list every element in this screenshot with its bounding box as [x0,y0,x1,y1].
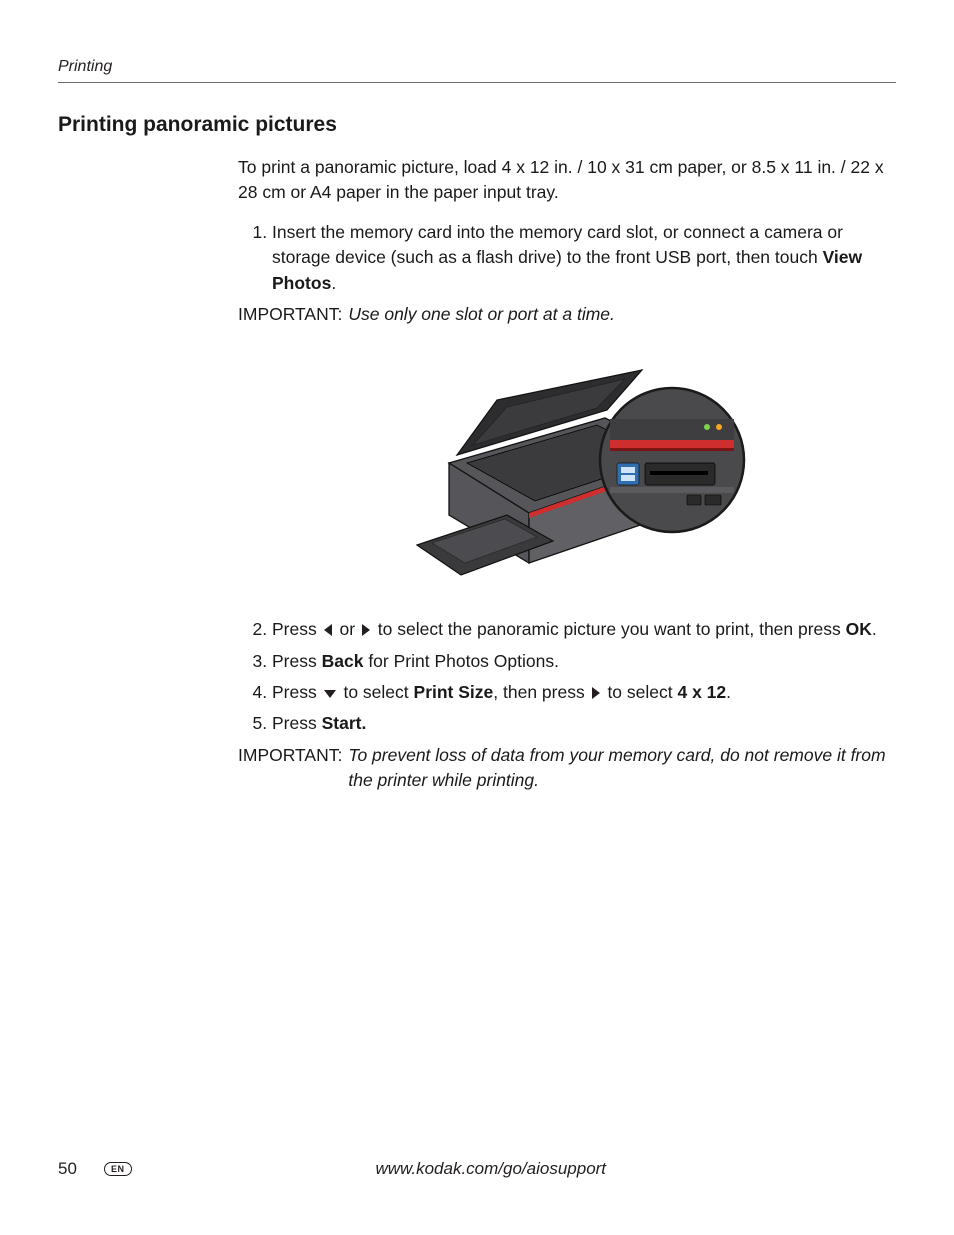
bold-run: OK [846,619,872,639]
step-2: Press or to select the panoramic picture… [272,617,896,642]
step-list-2: Press or to select the panoramic picture… [238,617,896,737]
text-run: to select [603,682,678,702]
inset-callout [600,388,744,532]
right-arrow-icon [592,687,601,699]
right-arrow-icon [362,624,371,636]
step-2-text: Press or to select the panoramic picture… [272,619,877,639]
step-3: Press Back for Print Photos Options. [272,649,896,674]
text-run: or [335,619,360,639]
bold-run: Back [322,651,364,671]
text-run: to select [339,682,414,702]
inset-card-icon-bg [617,463,639,485]
inset-card-slot [650,471,708,475]
page-number: 50 [58,1159,104,1179]
inset-red-stripe [610,440,734,448]
step-5-text: Press Start. [272,713,366,733]
text-run: . [872,619,877,639]
text-run: Insert the memory card into the memory c… [272,222,843,267]
inset-usb-port [705,495,721,505]
header-rule [58,82,896,83]
inset-card-icon-1 [621,467,635,473]
important-text: To prevent loss of data from your memory… [348,743,896,794]
text-run: Press [272,619,322,639]
important-note-1: IMPORTANT: Use only one slot or port at … [238,302,896,327]
step-3-text: Press Back for Print Photos Options. [272,651,559,671]
text-run: Press [272,713,322,733]
text-run: . [726,682,731,702]
body-column: To print a panoramic picture, load 4 x 1… [238,155,896,794]
text-run: . [331,273,336,293]
inset-led-green [704,424,710,430]
down-arrow-icon [324,690,337,699]
inset-top-panel [610,419,734,440]
running-header: Printing [58,58,896,76]
section-heading: Printing panoramic pictures [58,113,896,137]
important-label: IMPORTANT: [238,743,342,768]
step-1: Insert the memory card into the memory c… [272,220,896,296]
important-text: Use only one slot or port at a time. [348,302,615,327]
text-run: , then press [493,682,589,702]
bold-run: Print Size [414,682,494,702]
step-4: Press to select Print Size, then press t… [272,680,896,705]
step-1-text: Insert the memory card into the memory c… [272,222,862,293]
printer-figure [387,345,747,595]
text-run: Press [272,651,322,671]
bold-run: 4 x 12 [677,682,726,702]
inset-card-icon-2 [621,475,635,481]
language-badge: EN [104,1162,132,1176]
page-footer: 50 EN www.kodak.com/go/aiosupport [58,1159,896,1179]
inset-led-amber [716,424,722,430]
step-4-text: Press to select Print Size, then press t… [272,682,731,702]
inset-red-shadow [610,448,734,451]
important-label: IMPORTANT: [238,302,342,327]
text-run: Press [272,682,322,702]
important-note-2: IMPORTANT: To prevent loss of data from … [238,743,896,794]
text-run: for Print Photos Options. [363,651,559,671]
manual-page: Printing Printing panoramic pictures To … [0,0,954,1235]
intro-paragraph: To print a panoramic picture, load 4 x 1… [238,155,896,206]
inset-ledge [610,487,734,493]
inset-port-2 [687,495,701,505]
left-arrow-icon [324,624,333,636]
step-5: Press Start. [272,711,896,736]
footer-url: www.kodak.com/go/aiosupport [132,1159,850,1179]
text-run: to select the panoramic picture you want… [373,619,846,639]
step-list: Insert the memory card into the memory c… [238,220,896,296]
bold-run: Start. [322,713,367,733]
